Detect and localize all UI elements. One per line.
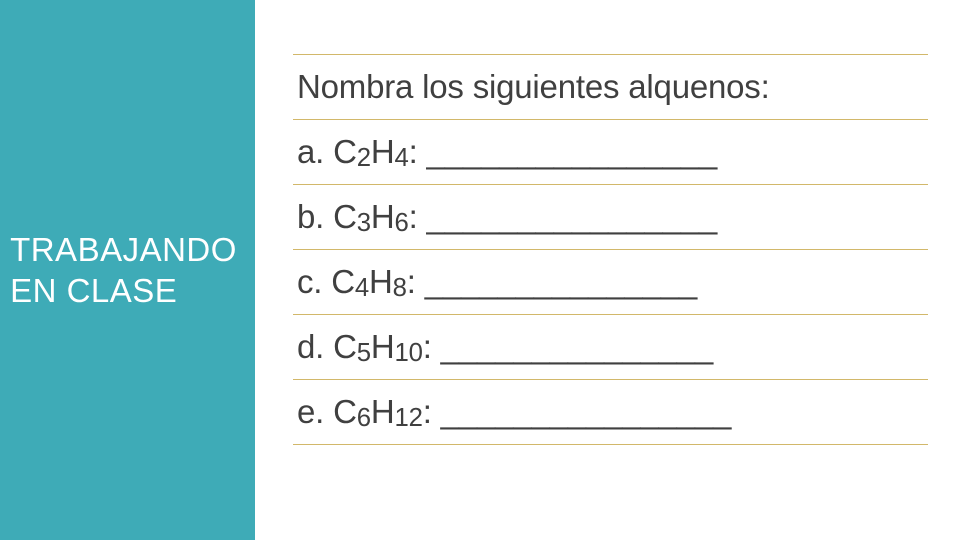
- item-text: c. C4H8: _______________: [297, 263, 697, 300]
- item-text: a. C2H4: ________________: [297, 133, 717, 170]
- slide: TRABAJANDO EN CLASE Nombra los siguiente…: [0, 0, 960, 540]
- section-title: TRABAJANDO EN CLASE: [10, 229, 237, 312]
- content-panel: Nombra los siguientes alquenos: a. C2H4:…: [255, 0, 960, 540]
- content-heading: Nombra los siguientes alquenos:: [297, 68, 770, 105]
- section-title-line2: EN CLASE: [10, 272, 177, 309]
- item-text: e. C6H12: ________________: [297, 393, 731, 430]
- item-row: d. C5H10: _______________: [293, 314, 928, 379]
- item-text: b. C3H6: ________________: [297, 198, 717, 235]
- left-panel: TRABAJANDO EN CLASE: [0, 0, 255, 540]
- item-row: a. C2H4: ________________: [293, 119, 928, 184]
- item-text: d. C5H10: _______________: [297, 328, 713, 365]
- item-row: e. C6H12: ________________: [293, 379, 928, 445]
- items-list: a. C2H4: ________________ b. C3H6: ______…: [293, 119, 928, 445]
- item-row: c. C4H8: _______________: [293, 249, 928, 314]
- item-row: b. C3H6: ________________: [293, 184, 928, 249]
- section-title-line1: TRABAJANDO: [10, 231, 237, 268]
- heading-row: Nombra los siguientes alquenos:: [293, 54, 928, 119]
